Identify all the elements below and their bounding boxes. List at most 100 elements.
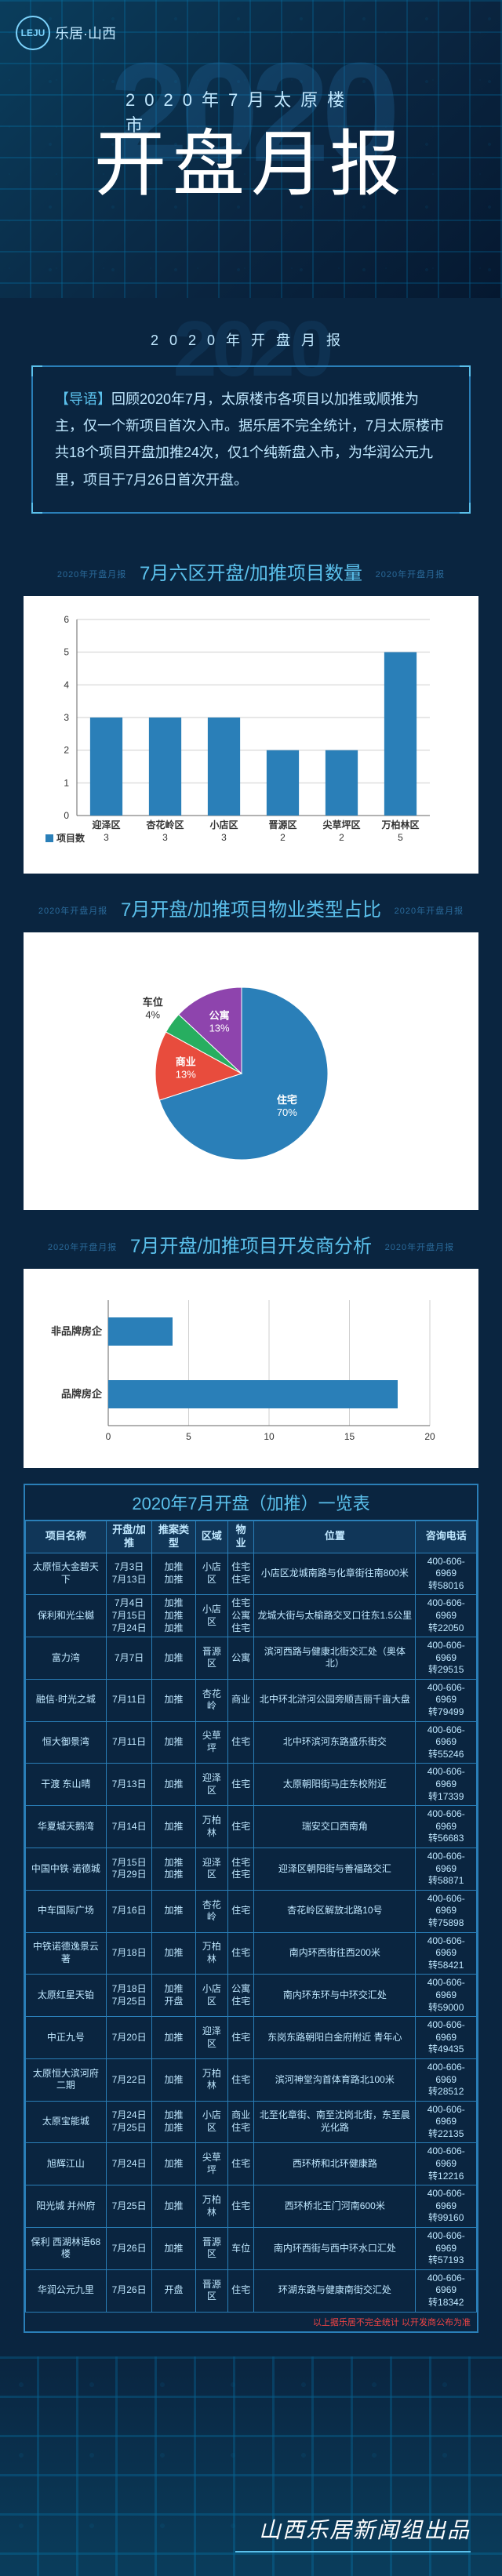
table-row: 保利 西湖林语68楼7月26日加推晋源区车位南内环西街与西中环水口汇处400-6… — [26, 2228, 477, 2270]
table-cell: 小店区 — [195, 1975, 228, 2017]
project-table: 项目名称开盘/加推推案类型区域物业位置咨询电话 太原恒大金碧天下7月3日7月13… — [25, 1521, 477, 2313]
table-cell: 商业住宅 — [228, 2101, 254, 2143]
table-row: 融信·时光之城7月11日加推杏花岭商业北中环北浒河公园旁顺吉丽千亩大盘400-6… — [26, 1679, 477, 1721]
svg-text:2: 2 — [339, 832, 344, 843]
table-cell: 华夏城天鹅湾 — [26, 1806, 107, 1848]
brand-logo: LEJU 乐居·山西 — [16, 16, 116, 50]
svg-text:13%: 13% — [209, 1022, 230, 1034]
table-row: 太原宝能城7月24日7月25日加推加推小店区商业住宅北至化章街、南至沈岗北街，东… — [26, 2101, 477, 2143]
table-cell: 加推 — [152, 1679, 195, 1721]
table-cell: 7月18日 — [106, 1932, 152, 1975]
table-row: 干渡 东山晴7月13日加推迎泽区住宅太原朝阳街马庄东校附近400-606-696… — [26, 1764, 477, 1806]
table-header-cell: 推案类型 — [152, 1521, 195, 1553]
table-row: 中铁诺德逸景云著7月18日加推万柏林住宅南内环西街往西200米400-606-6… — [26, 1932, 477, 1975]
table-cell: 迎泽区 — [195, 1764, 228, 1806]
svg-text:20: 20 — [424, 1431, 435, 1442]
table-cell: 加推 — [152, 2228, 195, 2270]
table-cell: 400-606-6969转22050 — [416, 1595, 477, 1637]
sec1-title-row: 2020年开盘月报 7月六区开盘/加推项目数量 2020年开盘月报 — [0, 537, 502, 596]
property-pie-chart: 住宅70%商业13%车位4%公寓13% — [38, 948, 446, 1199]
table-cell: 7月3日7月13日 — [106, 1553, 152, 1595]
table-cell: 中铁诺德逸景云著 — [26, 1932, 107, 1975]
intro-body: 回顾2020年7月，太原楼市各项目以加推或顺推为主，仅一个新项目首次入市。据乐居… — [55, 391, 444, 488]
table-cell: 7月22日 — [106, 2058, 152, 2101]
svg-text:尖草坪区: 尖草坪区 — [322, 819, 360, 830]
svg-text:公寓: 公寓 — [209, 1009, 230, 1021]
footer-banner: 山西乐居新闻组出品 — [0, 2356, 502, 2576]
table-cell: 住宅 — [228, 2017, 254, 2059]
table-cell: 7月14日 — [106, 1806, 152, 1848]
svg-text:3: 3 — [162, 832, 168, 843]
district-bar-chart: 0123456迎泽区3杏花岭区3小店区3晋源区2尖草坪区2万柏林区5项目数 — [38, 612, 446, 863]
table-cell: 龙城大街与太榆路交叉口往东1.5公里 — [254, 1595, 416, 1637]
table-cell: 万柏林 — [195, 1806, 228, 1848]
table-cell: 加推 — [152, 2058, 195, 2101]
svg-text:5: 5 — [398, 832, 403, 843]
svg-text:1: 1 — [64, 777, 69, 788]
table-cell: 住宅住宅 — [228, 1848, 254, 1891]
table-cell: 400-606-6969转58016 — [416, 1553, 477, 1595]
table-cell: 杏花岭 — [195, 1890, 228, 1932]
table-row: 华夏城天鹅湾7月14日加推万柏林住宅瑞安交口西南角400-606-6969转56… — [26, 1806, 477, 1848]
table-cell: 7月11日 — [106, 1721, 152, 1764]
svg-text:6: 6 — [64, 614, 69, 625]
svg-text:非品牌房企: 非品牌房企 — [51, 1325, 103, 1337]
sec2-chart-card: 住宅70%商业13%车位4%公寓13% — [24, 932, 478, 1210]
sec3-title: 7月开盘/加推项目开发商分析 — [130, 1236, 372, 1257]
footer-underline — [235, 2551, 471, 2552]
table-cell: 住宅 — [228, 2185, 254, 2228]
table-row: 太原红星天铂7月18日7月25日加推开盘小店区公寓住宅南内环东环与中环交汇处40… — [26, 1975, 477, 2017]
svg-text:13%: 13% — [176, 1068, 196, 1080]
table-cell: 小店区 — [195, 2101, 228, 2143]
table-cell: 400-606-6969转18342 — [416, 2269, 477, 2312]
table-cell: 住宅 — [228, 1890, 254, 1932]
table-cell: 7月11日 — [106, 1679, 152, 1721]
table-cell: 加推 — [152, 2143, 195, 2185]
table-cell: 加推加推 — [152, 1553, 195, 1595]
hero-banner: LEJU 乐居·山西 2020 2020年7月太原楼市 开盘月报 — [0, 0, 502, 298]
svg-text:0: 0 — [106, 1431, 111, 1442]
table-cell: 阳光城 并州府 — [26, 2185, 107, 2228]
intro-lead: 【导语】 — [55, 391, 111, 407]
table-cell: 住宅 — [228, 2269, 254, 2312]
table-cell: 加推开盘 — [152, 1975, 195, 2017]
table-cell: 400-606-6969转17339 — [416, 1764, 477, 1806]
table-cell: 太原恒大金碧天下 — [26, 1553, 107, 1595]
sec3-chart-card: 05101520非品牌房企品牌房企 — [24, 1269, 478, 1468]
table-cell: 太原宝能城 — [26, 2101, 107, 2143]
table-header-cell: 咨询电话 — [416, 1521, 477, 1553]
table-cell: 中正九号 — [26, 2017, 107, 2059]
table-cell: 400-606-6969转58871 — [416, 1848, 477, 1891]
table-cell: 400-606-6969转55246 — [416, 1721, 477, 1764]
table-cell: 尖草坪 — [195, 1721, 228, 1764]
table-cell: 迎泽区 — [195, 2017, 228, 2059]
table-row: 中国中铁·诺德城7月15日7月29日加推加推迎泽区住宅住宅迎泽区朝阳街与善福路交… — [26, 1848, 477, 1891]
developer-hbar-chart: 05101520非品牌房企品牌房企 — [38, 1284, 446, 1457]
svg-text:0: 0 — [64, 810, 69, 821]
table-cell: 住宅 — [228, 1806, 254, 1848]
table-cell: 滨河西路与健康北街交汇处（奥体北） — [254, 1637, 416, 1680]
table-cell: 太原朝阳街马庄东校附近 — [254, 1764, 416, 1806]
svg-text:3: 3 — [64, 712, 69, 723]
table-cell: 7月24日7月25日 — [106, 2101, 152, 2143]
sec-side-label: 2020年开盘月报 — [38, 904, 107, 917]
table-cell: 7月20日 — [106, 2017, 152, 2059]
svg-text:2: 2 — [280, 832, 286, 843]
table-cell: 400-606-6969转57193 — [416, 2228, 477, 2270]
table-cell: 晋源区 — [195, 2269, 228, 2312]
table-row: 太原恒大滨河府二期7月22日加推万柏林住宅滨河神堂沟首体育路北100米400-6… — [26, 2058, 477, 2101]
table-cell: 加推 — [152, 1721, 195, 1764]
svg-text:车位: 车位 — [143, 996, 163, 1008]
table-cell: 环湖东路与健康南街交汇处 — [254, 2269, 416, 2312]
sec-side-label: 2020年开盘月报 — [385, 1241, 454, 1253]
svg-text:杏花岭区: 杏花岭区 — [145, 819, 184, 830]
table-row: 华润公元九里7月26日开盘晋源区住宅环湖东路与健康南街交汇处400-606-69… — [26, 2269, 477, 2312]
table-cell: 7月16日 — [106, 1890, 152, 1932]
table-cell: 西环桥北玉门河南600米 — [254, 2185, 416, 2228]
svg-text:15: 15 — [344, 1431, 355, 1442]
sec2-title: 7月开盘/加推项目物业类型占比 — [121, 899, 381, 921]
table-row: 旭辉江山7月24日加推尖草坪住宅西环桥和北环健康路400-606-6969转12… — [26, 2143, 477, 2185]
table-cell: 旭辉江山 — [26, 2143, 107, 2185]
table-row: 富力湾7月7日加推晋源区公寓滨河西路与健康北街交汇处（奥体北）400-606-6… — [26, 1637, 477, 1680]
table-cell: 万柏林 — [195, 2058, 228, 2101]
